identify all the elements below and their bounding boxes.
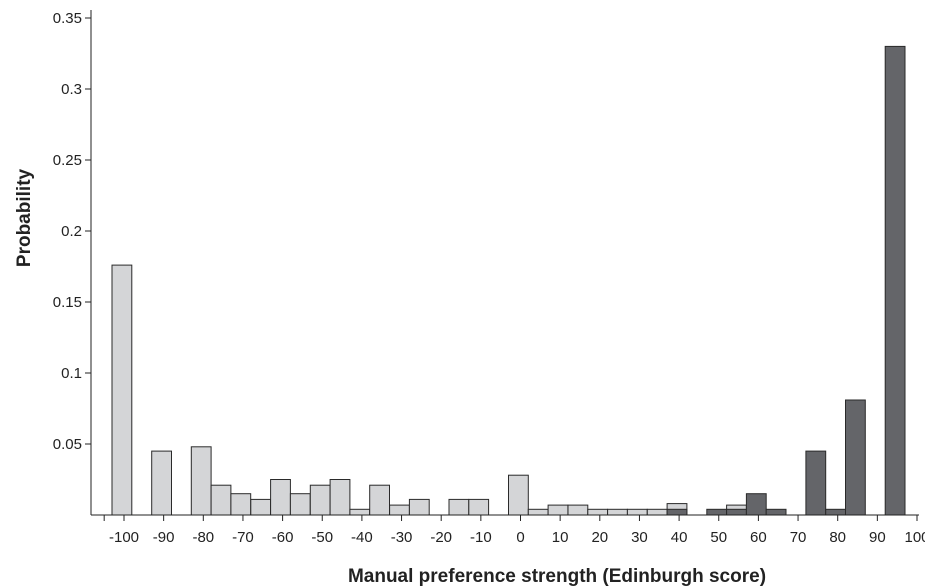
histogram-bar: [626, 508, 648, 516]
histogram-bar: [468, 498, 490, 516]
histogram-bar: [547, 504, 569, 516]
histogram-bar: [825, 508, 847, 516]
histogram-bar: [765, 508, 787, 516]
histogram-bar: [111, 264, 133, 516]
x-tick-label: 30: [631, 529, 648, 546]
y-axis-title: Probability: [14, 168, 35, 267]
histogram-bar: [369, 484, 391, 516]
histogram-bar: [508, 474, 529, 516]
histogram-bar: [706, 508, 728, 516]
x-tick-label: -100: [109, 529, 139, 546]
histogram-bar: [270, 479, 291, 516]
x-tick-label: 50: [710, 529, 727, 546]
y-tick-label: 0.2: [61, 223, 82, 240]
x-tick-label: 40: [671, 529, 688, 546]
histogram-bar: [309, 484, 331, 516]
x-tick-label: -40: [351, 529, 373, 546]
x-tick-label: 70: [790, 529, 807, 546]
histogram-bar: [250, 498, 272, 516]
y-tick-label: 0.35: [53, 10, 82, 27]
x-tick-label: 90: [869, 529, 886, 546]
x-tick-label: 0: [516, 529, 524, 546]
y-tick-label: 0.3: [61, 81, 82, 98]
x-tick-label: -50: [311, 529, 333, 546]
x-tick-label: -20: [430, 529, 452, 546]
histogram-bar: [745, 493, 767, 516]
histogram-bar: [389, 504, 410, 516]
x-tick-label: 10: [552, 529, 569, 546]
y-tick-label: 0.15: [53, 294, 82, 311]
histogram-bar: [845, 399, 866, 516]
histogram-bar: [289, 493, 311, 516]
histogram-bar: [230, 493, 252, 516]
histogram-bar: [646, 508, 668, 516]
histogram-bar: [567, 504, 589, 516]
y-tick-label: 0.1: [61, 365, 82, 382]
histogram-bar: [884, 45, 906, 516]
axes-layer: 0.050.10.150.20.250.30.35-100 -90 -80 -70 -6…: [53, 10, 925, 546]
histogram-bar: [607, 508, 628, 516]
x-tick-label: 80: [829, 529, 846, 546]
x-tick-label: -30: [391, 529, 413, 546]
x-tick-label: -60: [272, 529, 294, 546]
histogram-bar: [527, 508, 549, 516]
x-tick-label: -80: [192, 529, 214, 546]
x-axis-title: Manual preference strength (Edinburgh sc…: [348, 566, 766, 587]
histogram-bar: [666, 508, 688, 516]
x-tick-label: -90: [153, 529, 175, 546]
histogram-bar: [190, 446, 212, 516]
y-tick-label: 0.05: [53, 436, 82, 453]
histogram-bar: [151, 450, 172, 516]
x-tick-label: 60: [750, 529, 767, 546]
histogram-bar: [329, 479, 351, 516]
histogram-bar: [210, 484, 232, 516]
histogram-bar: [408, 498, 430, 516]
x-tick-label: 100: [904, 529, 925, 546]
x-tick-label: -10: [470, 529, 492, 546]
histogram-bar: [805, 450, 827, 516]
bars-layer: [111, 45, 906, 516]
histogram-bar: [726, 508, 747, 516]
histogram-bar: [587, 508, 609, 516]
histogram-bar: [448, 498, 470, 516]
x-tick-label: 20: [591, 529, 608, 546]
histogram-bar: [349, 508, 371, 516]
x-tick-label: -70: [232, 529, 254, 546]
y-tick-label: 0.25: [53, 152, 82, 169]
